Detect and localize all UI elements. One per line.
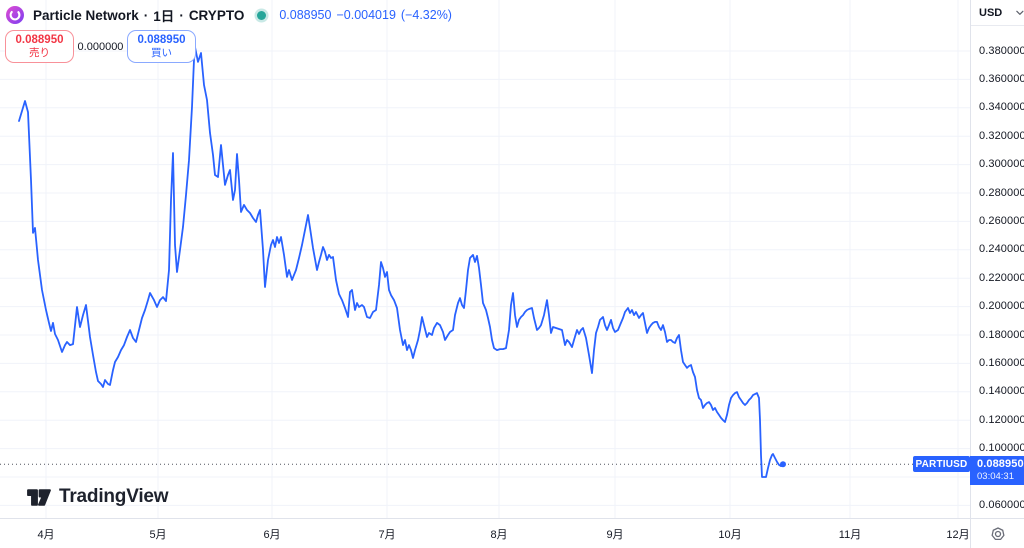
price-tick-label: 0.380000 bbox=[979, 44, 1024, 57]
price-tick-label: 0.180000 bbox=[979, 328, 1024, 341]
sell-price: 0.088950 bbox=[15, 33, 64, 46]
buy-label: 買い bbox=[151, 47, 172, 60]
price-line bbox=[18, 46, 784, 478]
tradingview-attribution[interactable]: TradingView bbox=[26, 486, 169, 508]
month-label: 12月 bbox=[946, 529, 970, 541]
quote-change: −0.004019 bbox=[336, 8, 396, 22]
month-label: 10月 bbox=[718, 529, 742, 541]
symbol-flag-label: PARTIUSD bbox=[915, 458, 968, 470]
symbol-price-flag[interactable]: PARTIUSD bbox=[913, 456, 970, 473]
month-label: 11月 bbox=[838, 529, 862, 541]
tradingview-wordmark: TradingView bbox=[59, 486, 169, 507]
last-price-dot bbox=[780, 461, 786, 468]
time-axis[interactable]: 4月 5月 6月 7月 8月 9月 10月 11月 12月 bbox=[0, 518, 1024, 548]
symbol-title[interactable]: Particle Network · 1日 · CRYPTO bbox=[33, 5, 244, 25]
price-axis[interactable]: USD 0.380000 0.360000 0.340000 0.320000 0.30… bbox=[970, 0, 1024, 518]
month-label: 9月 bbox=[606, 529, 624, 541]
month-label: 7月 bbox=[378, 529, 396, 541]
bar-countdown-timer: 03:04:31 bbox=[977, 471, 1014, 483]
sell-label: 売り bbox=[29, 47, 50, 60]
quote-price: 0.088950 bbox=[279, 8, 332, 22]
month-label: 5月 bbox=[149, 529, 167, 541]
price-tick-label: 0.320000 bbox=[979, 129, 1024, 142]
market-status-dot[interactable] bbox=[257, 10, 267, 20]
price-tick-label: 0.280000 bbox=[979, 186, 1024, 199]
price-scale-settings-gear-icon[interactable] bbox=[990, 526, 1006, 542]
price-tick-label: 0.060000 bbox=[979, 498, 1024, 511]
title-separator: · bbox=[179, 7, 184, 23]
price-tick-label: 0.120000 bbox=[979, 413, 1024, 426]
tradingview-logo-icon bbox=[27, 488, 51, 506]
price-tick-label: 0.160000 bbox=[979, 356, 1024, 369]
buy-price: 0.088950 bbox=[137, 33, 186, 46]
buy-button[interactable]: 0.088950 買い bbox=[127, 30, 196, 63]
axis-settings-corner[interactable] bbox=[970, 518, 1024, 548]
interval-label: 1日 bbox=[153, 9, 175, 24]
symbol-header: Particle Network · 1日 · CRYPTO 0.088950 … bbox=[6, 4, 452, 26]
spread-value: 0.000000 bbox=[77, 40, 124, 53]
price-axis-currency-selector[interactable]: USD bbox=[971, 0, 1024, 26]
title-separator: · bbox=[143, 7, 149, 23]
price-tick-label: 0.200000 bbox=[979, 300, 1024, 313]
month-label: 6月 bbox=[263, 529, 281, 541]
sell-button[interactable]: 0.088950 売り bbox=[5, 30, 74, 63]
month-label: 8月 bbox=[490, 529, 508, 541]
month-label: 4月 bbox=[37, 529, 55, 541]
quote-change-percent: (−4.32%) bbox=[400, 8, 452, 22]
order-panel: 0.088950 売り 0.000000 0.088950 買い bbox=[5, 30, 196, 63]
price-tick-label: 0.260000 bbox=[979, 214, 1024, 227]
price-tick-label: 0.240000 bbox=[979, 243, 1024, 256]
price-tick-label: 0.220000 bbox=[979, 271, 1024, 284]
symbol-name: Particle Network bbox=[33, 7, 139, 23]
price-tick-label: 0.340000 bbox=[979, 101, 1024, 114]
price-tick-label: 0.140000 bbox=[979, 385, 1024, 398]
chevron-down-icon bbox=[1016, 10, 1024, 15]
price-tick-label: 0.360000 bbox=[979, 72, 1024, 85]
price-tick-label: 0.100000 bbox=[979, 442, 1024, 455]
currency-label: USD bbox=[979, 6, 1003, 19]
price-tick-label: 0.300000 bbox=[979, 158, 1024, 171]
last-price-axis-label: 0.088950 03:04:31 bbox=[970, 456, 1024, 486]
exchange-label: CRYPTO bbox=[188, 7, 245, 23]
particle-network-logo-icon bbox=[6, 6, 24, 24]
last-price-value: 0.088950 bbox=[977, 458, 1024, 471]
quote-summary: 0.088950 −0.004019 (−4.32%) bbox=[279, 8, 452, 22]
